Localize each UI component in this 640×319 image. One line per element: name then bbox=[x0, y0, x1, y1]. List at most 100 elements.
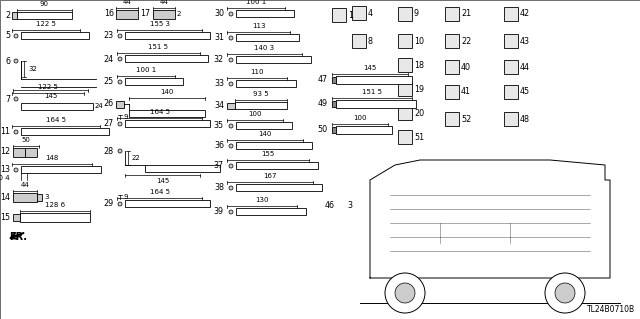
Bar bbox=[236, 184, 322, 191]
Text: 122 5: 122 5 bbox=[36, 21, 56, 27]
Text: 2: 2 bbox=[177, 11, 181, 17]
Text: 18: 18 bbox=[414, 61, 424, 70]
Text: 28: 28 bbox=[104, 146, 114, 155]
Text: 21: 21 bbox=[461, 10, 471, 19]
Bar bbox=[227, 103, 235, 109]
Text: 32: 32 bbox=[214, 56, 224, 64]
Bar bbox=[504, 60, 518, 74]
Text: 12: 12 bbox=[0, 147, 10, 157]
Bar bbox=[332, 101, 336, 107]
Text: 167: 167 bbox=[263, 173, 276, 179]
Bar bbox=[25, 148, 37, 157]
Bar bbox=[445, 34, 459, 48]
Bar bbox=[332, 77, 336, 83]
Text: 46: 46 bbox=[325, 201, 335, 210]
Circle shape bbox=[229, 58, 233, 62]
Circle shape bbox=[118, 202, 122, 206]
Bar bbox=[398, 130, 412, 144]
Bar bbox=[153, 10, 175, 19]
Text: 34: 34 bbox=[214, 101, 224, 110]
Text: FR.: FR. bbox=[9, 232, 27, 242]
Bar bbox=[236, 56, 311, 63]
Circle shape bbox=[14, 59, 18, 63]
Bar bbox=[332, 8, 346, 22]
Text: 32: 32 bbox=[28, 66, 37, 72]
Circle shape bbox=[229, 82, 233, 86]
Text: 3: 3 bbox=[44, 194, 49, 200]
Circle shape bbox=[118, 122, 122, 126]
Text: 128 6: 128 6 bbox=[45, 202, 65, 208]
Text: 145: 145 bbox=[44, 93, 57, 99]
Bar bbox=[37, 194, 42, 201]
Circle shape bbox=[229, 164, 233, 168]
Bar bbox=[504, 85, 518, 99]
Bar bbox=[236, 162, 318, 169]
Text: 10: 10 bbox=[414, 36, 424, 46]
Text: 38: 38 bbox=[214, 183, 224, 192]
Text: 41: 41 bbox=[461, 87, 471, 97]
Bar bbox=[236, 80, 296, 87]
Bar bbox=[398, 106, 412, 120]
Text: 113: 113 bbox=[252, 23, 265, 29]
Text: 47: 47 bbox=[318, 76, 328, 85]
Text: 15: 15 bbox=[0, 212, 10, 221]
Text: 13: 13 bbox=[0, 166, 10, 174]
Text: 90: 90 bbox=[40, 1, 49, 7]
Bar bbox=[398, 58, 412, 72]
Bar bbox=[17, 12, 72, 19]
Text: 40: 40 bbox=[461, 63, 471, 71]
Text: 145: 145 bbox=[156, 178, 169, 184]
Text: 48: 48 bbox=[520, 115, 530, 123]
Bar bbox=[332, 127, 336, 133]
Text: 11: 11 bbox=[0, 128, 10, 137]
Text: 155 3: 155 3 bbox=[150, 21, 170, 27]
Text: 30: 30 bbox=[214, 10, 224, 19]
Text: 164 5: 164 5 bbox=[46, 117, 66, 123]
Text: 19: 19 bbox=[414, 85, 424, 93]
Text: 52: 52 bbox=[461, 115, 471, 123]
Text: 8: 8 bbox=[368, 36, 373, 46]
Text: 39: 39 bbox=[214, 207, 224, 217]
Circle shape bbox=[395, 283, 415, 303]
Bar bbox=[236, 208, 306, 215]
Text: 110: 110 bbox=[250, 69, 264, 75]
Bar bbox=[125, 120, 210, 127]
Bar bbox=[398, 7, 412, 21]
Text: 151 5: 151 5 bbox=[148, 44, 168, 50]
Circle shape bbox=[118, 34, 122, 38]
Bar bbox=[21, 32, 89, 39]
Text: 22: 22 bbox=[461, 36, 471, 46]
Text: 33: 33 bbox=[214, 79, 224, 88]
Text: 100: 100 bbox=[353, 115, 367, 121]
Text: 9: 9 bbox=[123, 194, 127, 200]
Bar bbox=[504, 112, 518, 126]
Text: 148: 148 bbox=[45, 155, 59, 161]
Bar bbox=[504, 7, 518, 21]
Text: 22: 22 bbox=[132, 155, 141, 161]
Circle shape bbox=[545, 273, 585, 313]
Text: 26: 26 bbox=[104, 100, 114, 108]
Text: 7: 7 bbox=[5, 94, 10, 103]
Text: 44: 44 bbox=[520, 63, 530, 71]
Text: 20: 20 bbox=[414, 108, 424, 117]
Bar bbox=[13, 193, 37, 202]
Text: 31: 31 bbox=[214, 33, 224, 42]
Circle shape bbox=[118, 149, 122, 153]
Bar bbox=[21, 103, 93, 110]
Text: 45: 45 bbox=[520, 87, 530, 97]
Text: 9: 9 bbox=[414, 10, 419, 19]
Bar bbox=[236, 10, 294, 17]
Bar bbox=[336, 126, 392, 134]
Circle shape bbox=[385, 273, 425, 313]
Text: 145: 145 bbox=[364, 65, 376, 71]
Text: 44: 44 bbox=[123, 0, 131, 5]
Bar bbox=[125, 55, 208, 62]
Text: 29: 29 bbox=[104, 199, 114, 209]
Circle shape bbox=[555, 283, 575, 303]
Text: 6: 6 bbox=[5, 56, 10, 65]
Text: 155: 155 bbox=[261, 151, 275, 157]
Circle shape bbox=[14, 97, 18, 101]
Circle shape bbox=[229, 124, 233, 128]
Bar bbox=[125, 200, 210, 207]
Bar bbox=[445, 7, 459, 21]
